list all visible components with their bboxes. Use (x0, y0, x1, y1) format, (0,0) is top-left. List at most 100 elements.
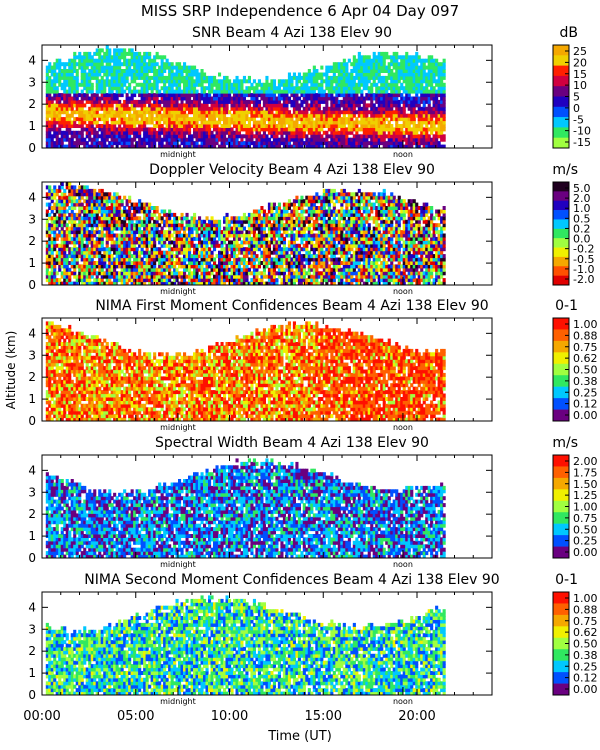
heatmap-cell (360, 137, 364, 142)
heatmap-cell (165, 264, 169, 269)
heatmap-cell (250, 134, 254, 139)
heatmap-cell (158, 223, 162, 228)
heatmap-cell (78, 195, 82, 200)
heatmap-cell (262, 86, 266, 91)
heatmap-cell (357, 137, 361, 142)
heatmap-cell (50, 247, 54, 252)
heatmap-cell (65, 271, 69, 276)
heatmap-cell (345, 127, 349, 132)
heatmap-cell (90, 130, 94, 135)
heatmap-cell (297, 75, 301, 80)
heatmap-cell (68, 206, 72, 210)
heatmap-cell (180, 106, 184, 111)
heatmap-cell (415, 72, 419, 77)
heatmap-cell (302, 130, 306, 135)
heatmap-cell (48, 137, 52, 142)
heatmap-cell (83, 223, 87, 228)
heatmap-cell (63, 103, 67, 108)
heatmap-cell (430, 124, 434, 128)
heatmap-cell (208, 120, 212, 125)
heatmap-cell (208, 124, 212, 128)
heatmap-cell (233, 137, 237, 142)
heatmap-cell (135, 240, 139, 245)
heatmap-cell (300, 120, 304, 125)
heatmap-cell (45, 79, 49, 84)
heatmap-cell (120, 281, 124, 285)
heatmap-cell (310, 89, 314, 94)
heatmap-cell (195, 113, 199, 118)
heatmap-cell (143, 278, 147, 283)
heatmap-cell (390, 72, 394, 77)
heatmap-cell (185, 130, 189, 135)
heatmap-cell (350, 106, 354, 111)
heatmap-cell (128, 230, 132, 235)
heatmap-cell (143, 271, 147, 276)
panel-2: Doppler Velocity Beam 4 Azi 138 Elev 900… (28, 162, 594, 296)
heatmap-cell (385, 124, 389, 128)
heatmap-cell (292, 86, 296, 91)
heatmap-cell (105, 96, 109, 101)
heatmap-cell (45, 117, 49, 122)
heatmap-cell (113, 130, 117, 135)
heatmap-cell (80, 267, 84, 272)
heatmap-cell (125, 243, 129, 248)
heatmap-cell (362, 103, 366, 108)
heatmap-cell (203, 86, 207, 91)
heatmap-cell (53, 75, 57, 80)
heatmap-cell (75, 202, 79, 207)
heatmap-cell (155, 55, 159, 60)
heatmap-cell (280, 89, 284, 94)
heatmap-cell (73, 219, 77, 224)
heatmap-cell (85, 257, 89, 262)
heatmap-cell (392, 96, 396, 101)
heatmap-cell (100, 278, 104, 283)
heatmap-cell (130, 89, 134, 94)
heatmap-cell (275, 124, 279, 128)
heatmap-cell (437, 75, 441, 80)
heatmap-cell (55, 188, 59, 193)
heatmap-cell (188, 144, 192, 148)
heatmap-cell (130, 206, 134, 210)
heatmap-cell (377, 117, 381, 122)
heatmap-cell (73, 130, 77, 135)
heatmap-cell (400, 113, 404, 118)
heatmap-cell (442, 75, 446, 80)
heatmap-cell (80, 206, 84, 210)
heatmap-cell (210, 141, 214, 146)
heatmap-cell (165, 216, 169, 221)
heatmap-cell (193, 65, 197, 70)
heatmap-cell (185, 137, 189, 142)
heatmap-cell (120, 254, 124, 259)
heatmap-cell (337, 103, 341, 108)
heatmap-cell (50, 110, 54, 115)
heatmap-cell (257, 127, 261, 132)
heatmap-cell (305, 86, 309, 91)
heatmap-cell (168, 130, 172, 135)
heatmap-cell (267, 99, 271, 104)
heatmap-cell (118, 120, 122, 125)
heatmap-cell (103, 113, 107, 118)
heatmap-cell (425, 124, 429, 128)
heatmap-cell (407, 144, 411, 148)
heatmap-cell (422, 127, 426, 132)
heatmap-cell (392, 144, 396, 148)
heatmap-cell (442, 58, 446, 63)
heatmap-cell (98, 86, 102, 91)
heatmap-cell (437, 113, 441, 118)
heatmap-cell (397, 65, 401, 70)
heatmap-cell (105, 130, 109, 135)
heatmap-cell (163, 65, 167, 70)
heatmap-cell (143, 216, 147, 221)
heatmap-cell (185, 86, 189, 91)
heatmap-cell (138, 69, 142, 73)
heatmap-cell (432, 99, 436, 104)
heatmap-cell (400, 58, 404, 63)
heatmap-cell (190, 271, 194, 276)
heatmap-cell (292, 89, 296, 94)
heatmap-cell (63, 86, 67, 91)
heatmap-cell (85, 274, 89, 279)
heatmap-cell (75, 274, 79, 279)
heatmap-cell (70, 99, 74, 104)
heatmap-cell (125, 261, 129, 265)
heatmap-cell (365, 130, 369, 135)
